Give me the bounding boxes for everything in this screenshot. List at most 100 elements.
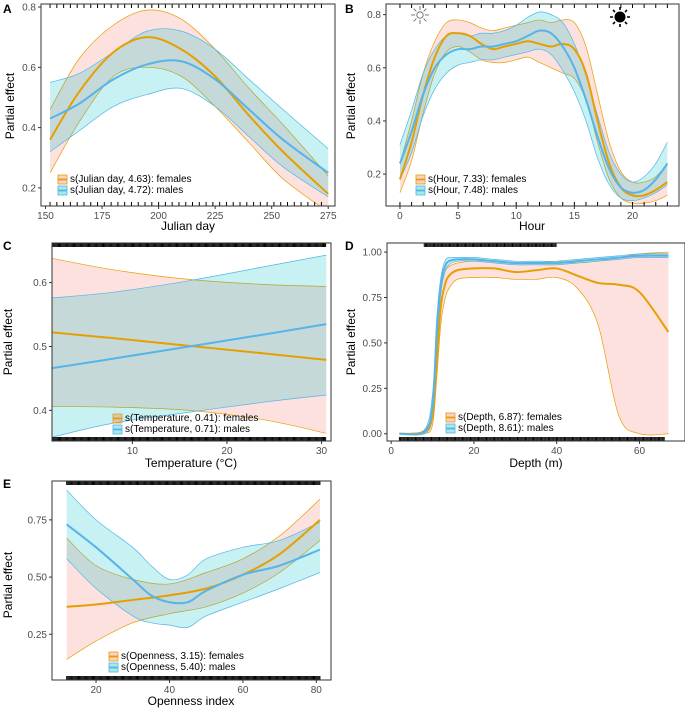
- panel-e-band-males: [66, 490, 320, 628]
- x-tick-label: 40: [551, 446, 563, 457]
- y-tick-label: 0.25: [363, 384, 383, 395]
- x-tick-label: 5: [455, 211, 461, 222]
- panel-d-xlabel: Depth (m): [509, 456, 562, 470]
- panel-d-lower-females: [399, 276, 669, 436]
- panel-a-legend-males: s(Julian day, 4.72): males: [70, 185, 183, 196]
- panel-b: B 0 5 10 15 20 0.2 0.4 0.6 0.8 Hour Partial effe…: [344, 2, 680, 233]
- y-tick-label: 0.75: [363, 293, 383, 304]
- panel-e-rug: [66, 481, 321, 680]
- y-tick-label: 0.8: [367, 10, 381, 21]
- panel-e-ylabel: Partial effect: [1, 551, 15, 618]
- y-tick-label: 0.4: [33, 406, 47, 417]
- y-tick-label: 0.8: [22, 3, 36, 14]
- panel-c-legend-males: s(Temperature, 0.71): males: [125, 424, 250, 435]
- panel-a-data: [49, 9, 329, 206]
- panel-d: D 0 20 40 600.000.250.500.751.00 Depth (m) …: [344, 239, 685, 470]
- panel-a-upper-females: [49, 9, 329, 177]
- panel-a-letter: A: [3, 2, 12, 16]
- panel-b-frame: [385, 3, 680, 207]
- panel-a-rug: [49, 4, 322, 206]
- panel-d-frame: [386, 242, 685, 442]
- panel-b-letter: B: [345, 2, 354, 16]
- panel-b-legend-males: s(Hour, 7.48): males: [428, 185, 518, 196]
- panel-e-upper-males: [66, 489, 321, 581]
- panel-c-xlabel: Temperature (°C): [145, 456, 237, 470]
- panel-c-lower-males: [52, 394, 327, 438]
- y-tick-label: 0.00: [363, 429, 383, 440]
- x-tick-label: 275: [320, 211, 337, 222]
- panel-e-xlabel: Openness index: [148, 694, 235, 708]
- y-tick-label: 1.00: [363, 248, 383, 259]
- panel-b-ylabel: Partial effect: [344, 72, 358, 139]
- x-tick-label: 225: [207, 211, 224, 222]
- panel-a-frame: [40, 3, 336, 207]
- panel-d-plot: 0 20 40 60 0.00 0.25 0.50 0.75 1.00: [363, 242, 685, 457]
- panel-d-letter: D: [345, 239, 354, 253]
- panel-e-data: [66, 489, 321, 660]
- x-tick-label: 20: [90, 685, 102, 696]
- panel-a-line-males: [49, 59, 329, 174]
- panel-b-data: [398, 11, 669, 205]
- panel-b-xlabel: Hour: [519, 219, 545, 233]
- sun-icon: [610, 7, 630, 27]
- panel-e-line-females: [66, 519, 321, 608]
- panel-a-legend-females: s(Julian day, 4.63): females: [70, 174, 192, 185]
- panel-d-legend-males: s(Depth, 8.61): males: [458, 423, 554, 434]
- panel-a-xlabel: Julian day: [161, 219, 215, 233]
- panel-e-lower-females: [66, 540, 321, 660]
- panel-e-line-males: [66, 523, 321, 605]
- y-tick-label: 0.6: [33, 278, 47, 289]
- panel-d-ylabel: Partial effect: [344, 308, 358, 375]
- y-tick-label: 0.4: [22, 123, 36, 134]
- x-tick-label: 20: [468, 446, 480, 457]
- panel-d-line-females: [399, 267, 670, 435]
- y-tick-label: 0.4: [367, 116, 381, 127]
- panel-c-upper-females: [52, 257, 327, 287]
- panel-b-plot: 0 5 10 15 20 0.2 0.4 0.6 0.8: [367, 3, 680, 222]
- x-tick-label: 15: [569, 211, 581, 222]
- x-tick-label: 20: [221, 446, 233, 457]
- panel-a-plot: 150 175 200 225 250 275 0.2 0.4 0.6 0.8: [22, 3, 337, 222]
- panel-e-upper-females: [66, 499, 321, 585]
- panel-d-data: [399, 251, 670, 436]
- panel-a-lower-females: [49, 66, 321, 206]
- panel-c-line-males: [52, 323, 327, 370]
- x-tick-label: 0: [397, 211, 403, 222]
- panel-b-rug: [399, 4, 668, 206]
- x-tick-label: 20: [627, 211, 639, 222]
- y-tick-label: 0.50: [363, 338, 383, 349]
- panel-c-frame: [51, 242, 332, 442]
- x-tick-label: 30: [316, 446, 328, 457]
- panel-c-data: [52, 254, 327, 438]
- x-tick-label: 200: [150, 211, 167, 222]
- panel-c-lower-females: [52, 406, 327, 434]
- x-tick-label: 40: [164, 685, 176, 696]
- y-tick-label: 0.75: [28, 515, 48, 526]
- panel-c-legend-females: s(Temperature, 0.41): females: [125, 413, 258, 424]
- panel-c-rug: [51, 243, 327, 441]
- panel-b-line-males: [399, 29, 669, 194]
- x-tick-label: 60: [237, 685, 249, 696]
- panel-c-letter: C: [3, 239, 12, 253]
- panel-d-rug: [398, 243, 665, 441]
- panel-b-band-males: [399, 11, 668, 201]
- y-tick-label: 0.5: [33, 342, 47, 353]
- panel-a-band-males: [50, 28, 329, 197]
- x-tick-label: 250: [263, 211, 280, 222]
- panel-a-ylabel: Partial effect: [3, 72, 17, 139]
- panel-c: C 10 20 30 0.4 0.5 0.6 Temperature (°C) Parti…: [1, 239, 332, 470]
- panel-e-letter: E: [3, 477, 11, 491]
- y-tick-label: 0.25: [28, 630, 48, 641]
- y-tick-label: 0.6: [367, 63, 381, 74]
- panel-a-lower-males: [49, 87, 329, 198]
- panel-e-legend-females: s(Openness, 3.15): females: [121, 651, 244, 662]
- panel-e: E 20 40 60 80 0.25 0.50 0.75 Openness index Pa…: [1, 477, 332, 708]
- panel-c-plot: 10 20 30 0.4 0.5 0.6: [33, 242, 332, 457]
- y-tick-label: 0.2: [367, 170, 381, 181]
- y-tick-label: 0.50: [28, 573, 48, 584]
- moon-icon: [411, 6, 429, 24]
- x-tick-label: 175: [94, 211, 111, 222]
- panel-a-upper-males: [49, 28, 329, 149]
- panel-d-band-females: [399, 252, 669, 436]
